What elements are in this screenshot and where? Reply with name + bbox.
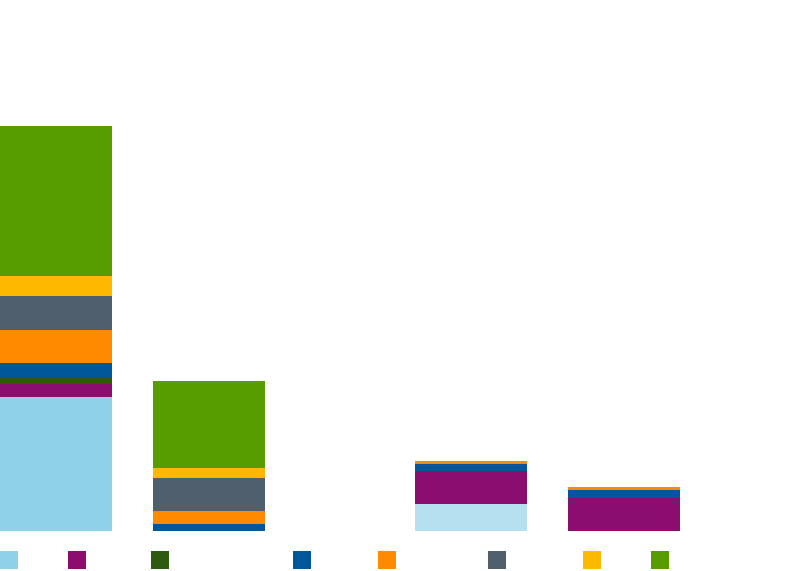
legend-swatch <box>651 551 669 569</box>
bar-segment <box>153 511 265 524</box>
bar-segment <box>0 276 112 296</box>
bar-segment <box>153 524 265 531</box>
legend-item <box>651 551 675 569</box>
legend-swatch <box>378 551 396 569</box>
legend-swatch <box>151 551 169 569</box>
stacked-bar-chart <box>0 126 680 531</box>
bar-segment <box>568 487 680 490</box>
bar-segment <box>0 363 112 377</box>
legend-item <box>68 551 92 569</box>
legend-item <box>293 551 317 569</box>
legend-item <box>0 551 24 569</box>
legend-swatch <box>583 551 601 569</box>
bar-segment <box>415 464 527 471</box>
legend-swatch <box>0 551 18 569</box>
bar-segment <box>0 397 112 531</box>
bar-segment <box>415 471 527 504</box>
bar-segment <box>153 478 265 511</box>
legend-swatch <box>293 551 311 569</box>
legend-item <box>583 551 607 569</box>
legend-swatch <box>488 551 506 569</box>
bar-segment <box>568 490 680 498</box>
bar-segment <box>0 296 112 330</box>
bar-segment <box>0 330 112 363</box>
legend-item <box>378 551 402 569</box>
bar-segment <box>0 377 112 384</box>
legend-swatch <box>68 551 86 569</box>
bars-group <box>0 126 680 531</box>
bar-segment <box>415 461 527 464</box>
bar-segment <box>0 126 112 276</box>
bar-segment <box>0 384 112 397</box>
legend-item <box>151 551 175 569</box>
legend <box>0 551 798 571</box>
legend-item <box>488 551 512 569</box>
bar-segment <box>153 468 265 478</box>
bar-segment <box>153 381 265 468</box>
bar-segment <box>415 504 527 531</box>
bar-segment <box>568 498 680 531</box>
